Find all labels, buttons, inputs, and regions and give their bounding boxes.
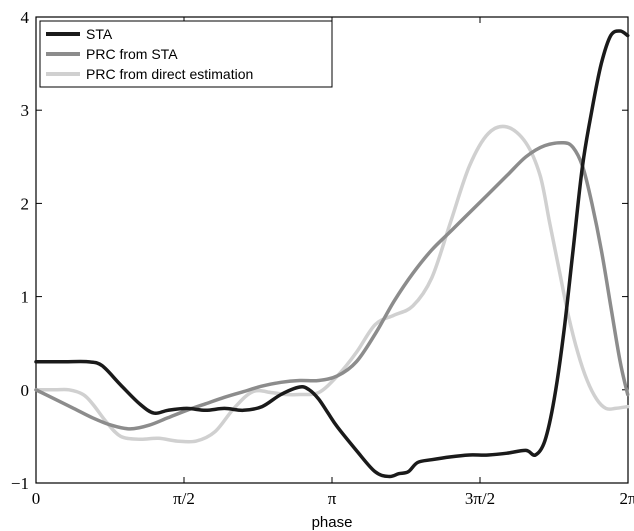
y-tick-label: 2 [21, 194, 30, 213]
y-tick-label: 1 [21, 288, 30, 307]
series-line-0 [34, 29, 630, 479]
y-tick-label: 3 [21, 101, 30, 120]
x-tick-label: 3π/2 [465, 489, 495, 508]
legend-label-0: STA [86, 26, 113, 42]
legend-label-1: PRC from STA [86, 46, 178, 62]
x-axis-label: phase [312, 514, 353, 531]
legend-box [39, 20, 333, 88]
y-tick-label: −1 [11, 474, 29, 493]
legend-label-2: PRC from direct estimation [86, 66, 253, 82]
x-tick-label: 0 [32, 489, 41, 508]
series-line-1 [34, 140, 630, 431]
y-tick-label: 4 [21, 8, 30, 27]
x-tick-label: π/2 [173, 489, 195, 508]
x-tick-label: 2π [619, 489, 634, 508]
plot-area [35, 16, 629, 484]
x-tick-label: π [328, 489, 337, 508]
legend: STA PRC from STA PRC from direct estimatio… [39, 20, 333, 88]
y-tick-label: 0 [21, 381, 30, 400]
series-lines [34, 29, 630, 479]
